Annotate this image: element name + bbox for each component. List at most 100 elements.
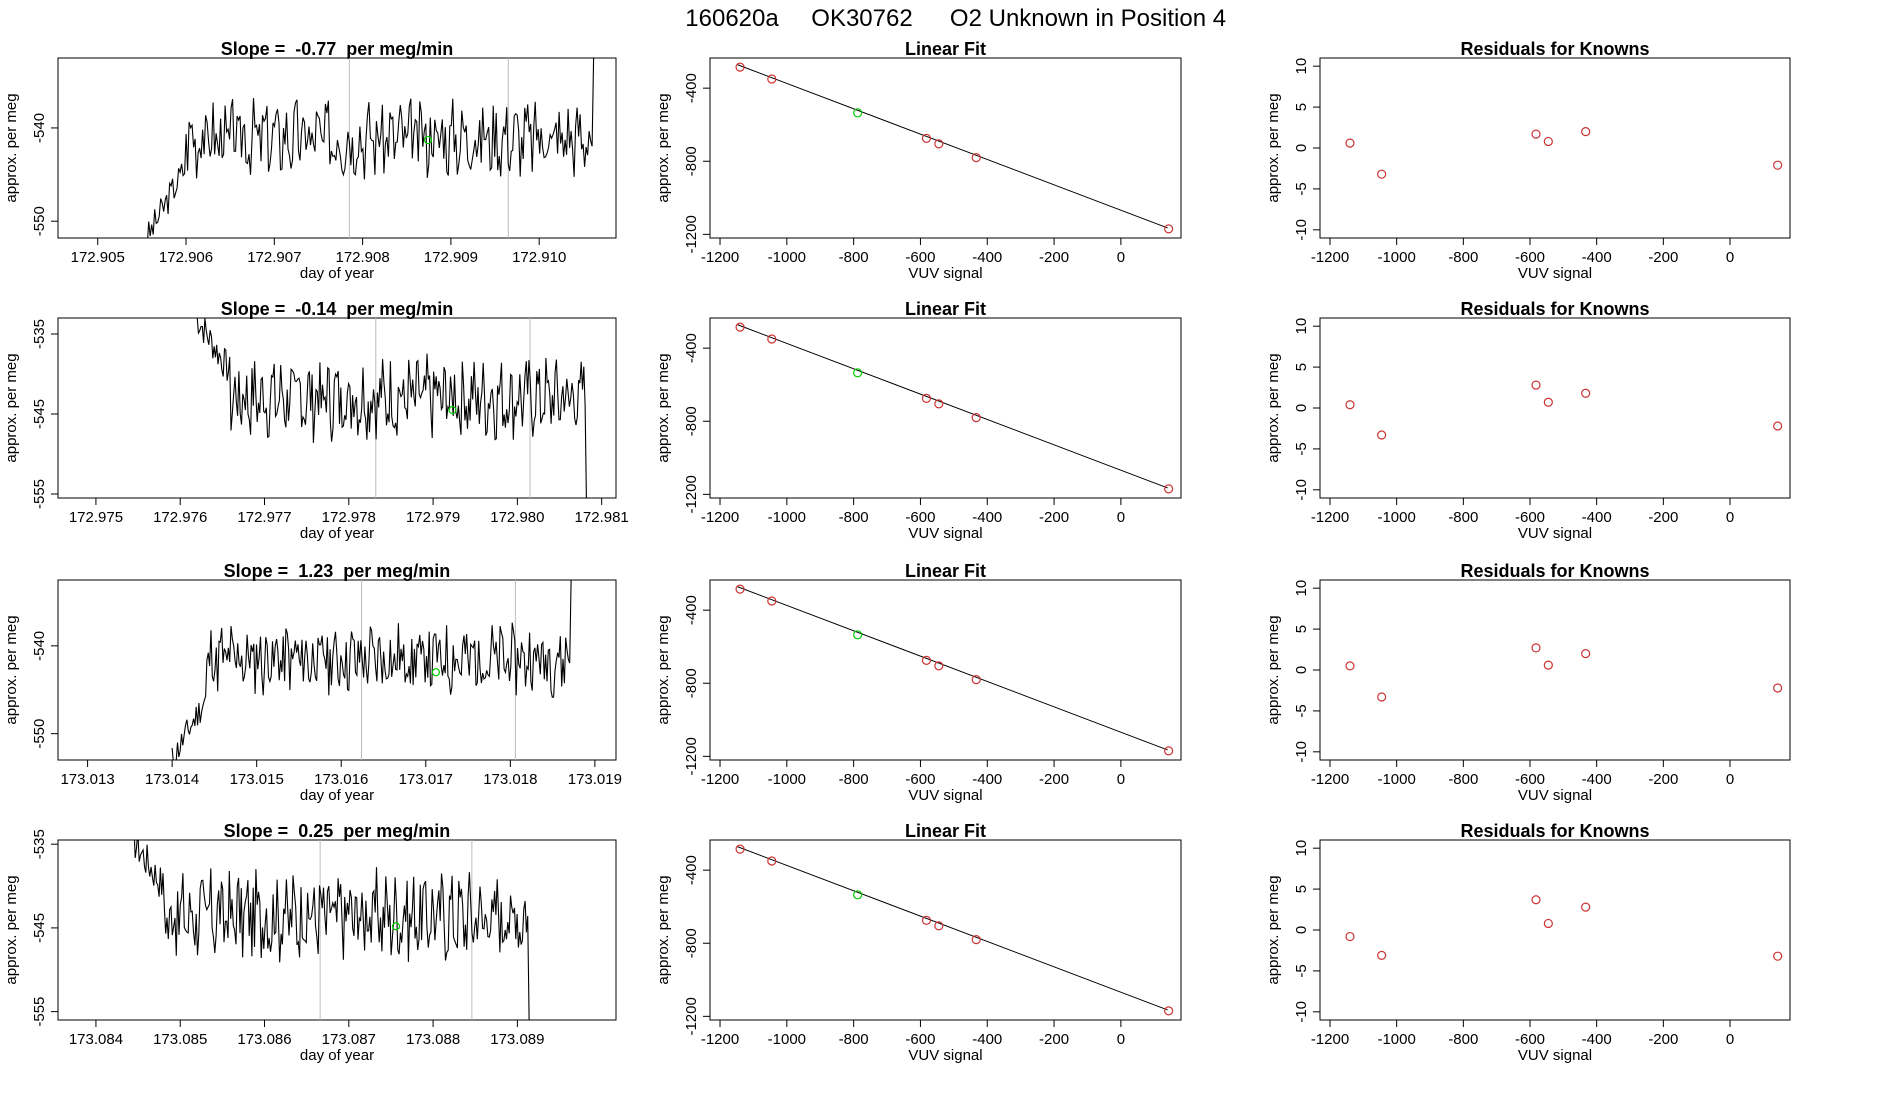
y-tick-label: -10 xyxy=(1293,479,1310,501)
x-tick-label: 173.085 xyxy=(153,1031,207,1048)
slope-units: per meg/min xyxy=(343,821,450,841)
x-tick-label: -1200 xyxy=(1311,1031,1349,1048)
residual-point xyxy=(1773,683,1783,693)
slope-value: -0.77 xyxy=(295,39,336,59)
residual-point xyxy=(1543,397,1553,407)
y-tick-label: 5 xyxy=(1293,885,1310,893)
x-axis-label: day of year xyxy=(300,525,374,542)
x-tick-label: -400 xyxy=(1582,509,1612,526)
x-tick-label: -200 xyxy=(1648,1031,1678,1048)
unknown-mean-point xyxy=(391,922,401,931)
x-tick-label: 172.981 xyxy=(575,509,629,526)
x-tick-label: 0 xyxy=(1117,1031,1125,1048)
y-tick-label: 0 xyxy=(1293,926,1310,934)
x-tick-label: 0 xyxy=(1726,249,1734,266)
x-tick-label: 0 xyxy=(1117,249,1125,266)
x-tick-label: 172.907 xyxy=(247,249,301,266)
x-tick-label: 172.909 xyxy=(424,249,478,266)
title-spacer xyxy=(288,561,298,581)
residual-point xyxy=(1581,902,1591,912)
regression-line xyxy=(736,323,1168,489)
y-tick-label: -5 xyxy=(1293,964,1310,977)
y-tick-label: -5 xyxy=(1293,182,1310,195)
regression-line xyxy=(736,585,1168,751)
known-standard-point xyxy=(971,412,981,423)
y-tick-label: -540 xyxy=(31,631,48,661)
time-series-trace xyxy=(147,58,597,238)
y-tick-label: -400 xyxy=(683,333,700,363)
y-axis-label: approx. per meg xyxy=(1265,875,1282,984)
x-tick-label: 173.086 xyxy=(237,1031,291,1048)
known-standard-point xyxy=(767,334,777,344)
residual-point xyxy=(1581,127,1591,137)
x-axis-label: VUV signal xyxy=(908,1047,982,1064)
x-tick-label: 0 xyxy=(1117,509,1125,526)
x-tick-label: 172.977 xyxy=(237,509,291,526)
time-series-trace xyxy=(133,840,532,1020)
slope-title-prefix: Slope = xyxy=(221,39,286,59)
residual-point xyxy=(1345,400,1355,410)
y-tick-label: -540 xyxy=(31,113,48,143)
x-tick-label: -800 xyxy=(839,771,869,788)
panel-title: Slope = -0.77 per meg/min xyxy=(221,39,454,59)
panel-time-series-row-1: Slope = -0.77 per meg/min 172.905 172.906 1… xyxy=(3,39,617,282)
y-axis-label: approx. per meg xyxy=(3,353,20,462)
panel-title: Residuals for Knowns xyxy=(1460,821,1649,841)
x-tick-label: -1000 xyxy=(1377,249,1415,266)
x-tick-label: 172.910 xyxy=(512,249,566,266)
figure-title-tank: OK30762 xyxy=(811,5,912,32)
known-standard-point xyxy=(735,322,745,332)
panel-residuals-row-1: Residuals for Knowns-1200 -1000 -800 -600 -4… xyxy=(1265,39,1791,282)
x-tick-label: -1200 xyxy=(701,771,739,788)
y-tick-label: -10 xyxy=(1293,219,1310,241)
y-tick-label: 0 xyxy=(1293,666,1310,674)
x-tick-label: -200 xyxy=(1039,509,1069,526)
panel-time-series-row-4: Slope = 0.25 per meg/min 173.084 173.085 17… xyxy=(3,821,617,1064)
residual-point xyxy=(1377,169,1387,179)
x-tick-label: -400 xyxy=(972,509,1002,526)
panel-fit-row-2: Linear Fit -1200 -1000 -800 -600 -400 -200 0 -40… xyxy=(655,299,1182,542)
slope-value: 1.23 xyxy=(298,561,333,581)
plot-frame xyxy=(709,317,1182,499)
panel-residuals-row-4: Residuals for Knowns-1200 -1000 -800 -600 -4… xyxy=(1265,821,1791,1064)
x-tick-label: -600 xyxy=(1515,249,1545,266)
y-axis-label: approx. per meg xyxy=(1265,615,1282,724)
known-standard-point xyxy=(1164,224,1174,234)
plot-frame xyxy=(709,579,1182,761)
plot-frame xyxy=(709,57,1182,239)
known-standard-point xyxy=(1164,1006,1174,1016)
x-tick-label: -1200 xyxy=(701,1031,739,1048)
x-tick-label: 173.087 xyxy=(322,1031,376,1048)
panel-grid: Slope = -0.77 per meg/min 172.905 172.906 1… xyxy=(3,39,1791,1064)
y-tick-label: -5 xyxy=(1293,442,1310,455)
known-standard-point xyxy=(1164,484,1174,494)
y-tick-label: -800 xyxy=(683,406,700,436)
x-tick-label: -800 xyxy=(839,1031,869,1048)
x-tick-label: 0 xyxy=(1726,1031,1734,1048)
x-tick-label: -600 xyxy=(1515,771,1545,788)
y-tick-label: -550 xyxy=(31,206,48,236)
y-tick-label: -1200 xyxy=(683,737,700,775)
x-tick-label: -200 xyxy=(1648,249,1678,266)
residual-point xyxy=(1345,661,1355,671)
x-tick-label: -200 xyxy=(1648,509,1678,526)
x-tick-label: -1000 xyxy=(1377,1031,1415,1048)
panel-title: Linear Fit xyxy=(905,299,986,319)
x-tick-label: 173.016 xyxy=(314,771,368,788)
x-tick-label: 173.015 xyxy=(230,771,284,788)
y-tick-label: 10 xyxy=(1293,580,1310,597)
y-tick-label: -550 xyxy=(31,719,48,749)
regression-line xyxy=(736,63,1168,229)
x-axis-label: VUV signal xyxy=(908,525,982,542)
x-tick-label: -800 xyxy=(839,249,869,266)
slope-value: -0.14 xyxy=(295,299,336,319)
y-tick-label: 10 xyxy=(1293,318,1310,335)
x-tick-label: 172.905 xyxy=(71,249,125,266)
unknown-point xyxy=(853,108,863,118)
x-tick-label: -400 xyxy=(972,249,1002,266)
y-tick-label: -1200 xyxy=(683,997,700,1035)
time-series-trace xyxy=(196,318,589,498)
x-tick-label: 172.980 xyxy=(490,509,544,526)
x-tick-label: 172.975 xyxy=(69,509,123,526)
known-standard-point xyxy=(921,133,932,144)
